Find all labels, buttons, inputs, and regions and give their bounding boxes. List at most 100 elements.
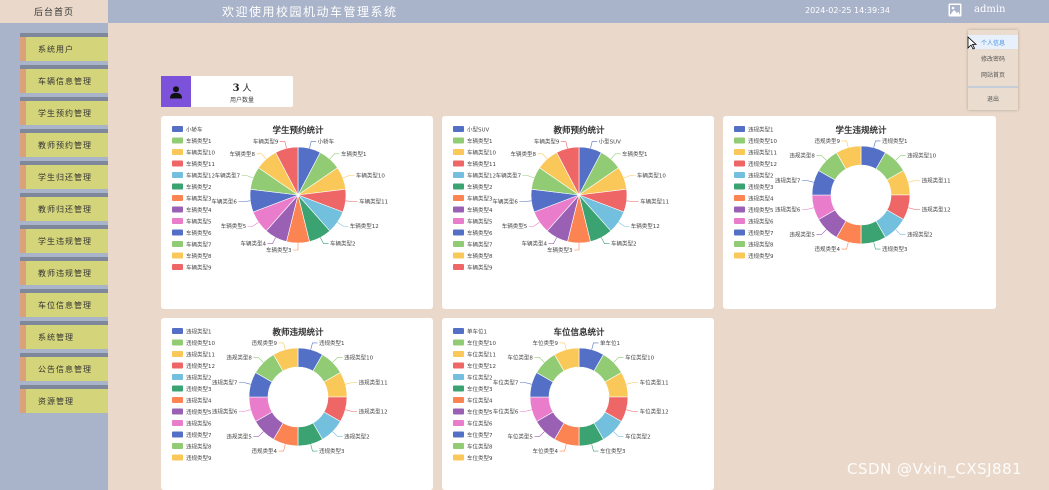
legend-swatch[interactable] — [453, 374, 464, 380]
legend-label[interactable]: 违规类型10 — [186, 339, 215, 347]
legend-label[interactable]: 车辆类型6 — [186, 229, 212, 237]
legend-label[interactable]: 违规类型7 — [186, 431, 212, 439]
legend-swatch[interactable] — [172, 328, 183, 334]
sidebar-item[interactable]: 资源管理 — [20, 385, 108, 413]
menu-item-profile[interactable]: 个人信息 — [968, 35, 1018, 49]
legend-label[interactable]: 小轿车 — [186, 126, 203, 134]
legend-swatch[interactable] — [172, 374, 183, 380]
legend-label[interactable]: 违规类型8 — [748, 241, 774, 249]
legend-swatch[interactable] — [172, 351, 183, 357]
legend-label[interactable]: 车辆类型5 — [186, 218, 212, 226]
legend-swatch[interactable] — [172, 183, 183, 190]
legend-label[interactable]: 车位类型5 — [467, 408, 493, 416]
legend-swatch[interactable] — [453, 183, 464, 190]
sidebar-item[interactable]: 学生预约管理 — [20, 97, 108, 125]
sidebar-item[interactable]: 车位信息管理 — [20, 289, 108, 317]
sidebar-item[interactable]: 教师归还管理 — [20, 193, 108, 221]
legend-swatch[interactable] — [734, 149, 745, 155]
home-tab[interactable]: 后台首页 — [0, 0, 108, 23]
legend-label[interactable]: 违规类型5 — [186, 408, 212, 416]
legend-label[interactable]: 违规类型6 — [186, 420, 212, 428]
legend-label[interactable]: 违规类型4 — [748, 195, 774, 203]
legend-swatch[interactable] — [453, 420, 464, 426]
legend-label[interactable]: 车位类型10 — [467, 339, 496, 347]
legend-label[interactable]: 车辆类型11 — [467, 160, 496, 168]
legend-swatch[interactable] — [172, 172, 183, 178]
legend-swatch[interactable] — [734, 137, 745, 144]
sidebar-item[interactable]: 系统用户 — [20, 33, 108, 61]
legend-swatch[interactable] — [453, 385, 464, 392]
legend-swatch[interactable] — [734, 195, 745, 201]
legend-label[interactable]: 车位类型6 — [467, 420, 493, 428]
legend-label[interactable]: 车辆类型11 — [186, 160, 215, 168]
legend-swatch[interactable] — [453, 328, 464, 334]
legend-swatch[interactable] — [453, 252, 464, 259]
legend-label[interactable]: 违规类型12 — [186, 362, 215, 370]
sidebar-item[interactable]: 教师预约管理 — [20, 129, 108, 157]
legend-label[interactable]: 车辆类型3 — [186, 195, 212, 203]
legend-label[interactable]: 车辆类型9 — [186, 264, 212, 272]
sidebar-item[interactable]: 学生违规管理 — [20, 225, 108, 253]
legend-label[interactable]: 违规类型3 — [186, 385, 212, 393]
legend-swatch[interactable] — [453, 397, 464, 403]
pie-slice[interactable] — [556, 146, 580, 196]
legend-label[interactable]: 违规类型8 — [186, 443, 212, 451]
pie-slice[interactable] — [273, 347, 299, 372]
legend-label[interactable]: 车辆类型2 — [186, 183, 212, 191]
legend-label[interactable]: 违规类型10 — [748, 137, 777, 145]
legend-label[interactable]: 单车位1 — [467, 328, 487, 336]
sidebar-item[interactable]: 系统管理 — [20, 321, 108, 349]
legend-label[interactable]: 车辆类型9 — [467, 264, 493, 272]
legend-label[interactable]: 车位类型2 — [467, 374, 493, 382]
legend-swatch[interactable] — [453, 172, 464, 178]
legend-swatch[interactable] — [172, 149, 183, 155]
legend-swatch[interactable] — [453, 443, 464, 449]
legend-swatch[interactable] — [734, 160, 745, 167]
legend-label[interactable]: 车辆类型8 — [467, 252, 493, 260]
legend-swatch[interactable] — [172, 126, 183, 132]
legend-swatch[interactable] — [734, 183, 745, 190]
legend-swatch[interactable] — [734, 126, 745, 132]
legend-swatch[interactable] — [734, 229, 745, 236]
legend-swatch[interactable] — [453, 408, 464, 415]
legend-label[interactable]: 车辆类型12 — [186, 172, 215, 180]
legend-swatch[interactable] — [172, 431, 183, 438]
legend-label[interactable]: 车辆类型1 — [186, 137, 212, 145]
legend-swatch[interactable] — [172, 443, 183, 449]
legend-label[interactable]: 车位类型8 — [467, 443, 493, 451]
legend-label[interactable]: 违规类型2 — [186, 374, 212, 382]
pie-slice[interactable] — [554, 347, 580, 372]
legend-swatch[interactable] — [172, 408, 183, 415]
legend-swatch[interactable] — [453, 241, 464, 247]
legend-label[interactable]: 车位类型11 — [467, 351, 496, 359]
legend-label[interactable]: 车辆类型10 — [186, 149, 215, 157]
legend-label[interactable]: 违规类型5 — [748, 206, 774, 214]
legend-label[interactable]: 车位类型12 — [467, 362, 496, 370]
legend-swatch[interactable] — [453, 195, 464, 201]
legend-swatch[interactable] — [453, 126, 464, 132]
legend-swatch[interactable] — [453, 454, 464, 461]
legend-swatch[interactable] — [734, 218, 745, 224]
legend-label[interactable]: 违规类型9 — [748, 252, 774, 260]
legend-swatch[interactable] — [172, 339, 183, 346]
legend-swatch[interactable] — [172, 229, 183, 236]
legend-swatch[interactable] — [453, 431, 464, 438]
legend-swatch[interactable] — [172, 252, 183, 259]
legend-swatch[interactable] — [453, 218, 464, 224]
legend-label[interactable]: 车位类型4 — [467, 397, 493, 405]
legend-label[interactable]: 车辆类型7 — [467, 241, 493, 249]
legend-label[interactable]: 违规类型7 — [748, 229, 774, 237]
legend-label[interactable]: 车辆类型12 — [467, 172, 496, 180]
menu-item-logout[interactable]: 退出 — [986, 95, 999, 103]
legend-swatch[interactable] — [172, 137, 183, 144]
pie-slice[interactable] — [275, 146, 299, 196]
legend-label[interactable]: 车辆类型8 — [186, 252, 212, 260]
sidebar-item[interactable]: 车辆信息管理 — [20, 65, 108, 93]
legend-label[interactable]: 车辆类型2 — [467, 183, 493, 191]
legend-swatch[interactable] — [172, 397, 183, 403]
sidebar-item[interactable]: 公告信息管理 — [20, 353, 108, 381]
legend-label[interactable]: 违规类型4 — [186, 397, 212, 405]
legend-swatch[interactable] — [172, 454, 183, 461]
legend-swatch[interactable] — [172, 160, 183, 167]
menu-item-website-home[interactable]: 网站首页 — [980, 71, 1005, 79]
